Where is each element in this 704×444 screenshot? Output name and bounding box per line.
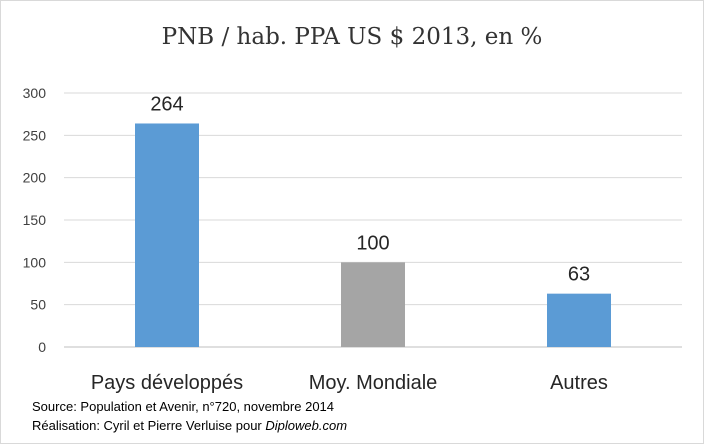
data-label: 100 — [356, 232, 389, 254]
x-tick-label: Autres — [550, 372, 608, 394]
data-label: 63 — [568, 264, 590, 286]
x-tick-label: Moy. Mondiale — [309, 372, 438, 394]
data-label: 264 — [150, 93, 183, 115]
bar — [547, 293, 611, 347]
credit-site: Diploweb.com — [265, 418, 348, 433]
chart-title: PNB / hab. PPA US $ 2013, en % — [161, 24, 543, 50]
y-tick-label: 100 — [23, 254, 47, 270]
bar — [341, 262, 405, 347]
credit-prefix: Réalisation: Cyril et Pierre Verluise po… — [32, 418, 266, 433]
y-tick-label: 300 — [23, 85, 47, 101]
bar — [135, 123, 199, 347]
credit-note: Réalisation: Cyril et Pierre Verluise po… — [32, 418, 347, 433]
source-note: Source: Population et Avenir, n°720, nov… — [32, 399, 335, 414]
y-tick-label: 200 — [23, 170, 47, 186]
y-tick-label: 150 — [23, 212, 47, 228]
y-tick-label: 0 — [38, 339, 46, 355]
x-tick-label: Pays développés — [91, 372, 243, 394]
y-tick-label: 50 — [30, 297, 46, 313]
y-tick-label: 250 — [23, 127, 47, 143]
